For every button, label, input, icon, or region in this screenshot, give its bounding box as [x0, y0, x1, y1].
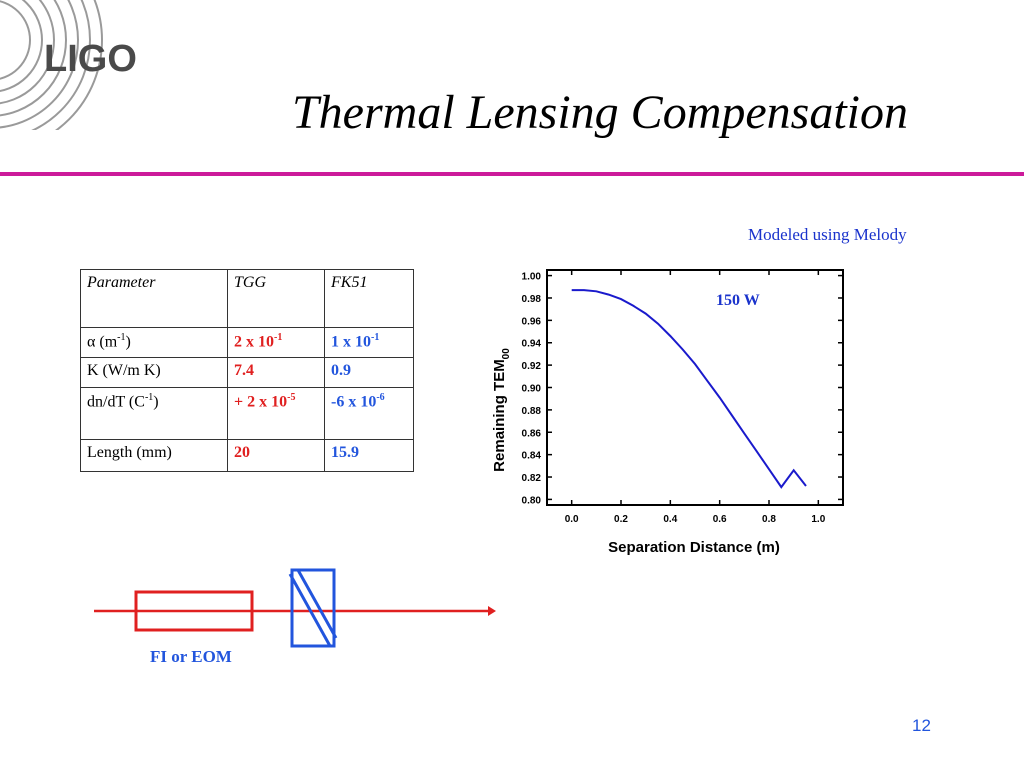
x-tick-label: 0.2: [614, 514, 628, 525]
ligo-logo: LIGO: [44, 38, 137, 80]
compensator-diagonal: [296, 569, 338, 639]
series-annotation: 150 W: [716, 292, 760, 309]
x-tick-label: 0.0: [565, 514, 579, 525]
table-cell: + 2 x 10-5: [227, 387, 325, 440]
y-tick-label: 0.94: [522, 339, 542, 350]
series-line: [571, 289, 807, 489]
y-tick-label: 1.00: [522, 272, 542, 283]
compensator-plate: [290, 568, 336, 648]
table-cell: -6 x 10-6: [324, 387, 414, 440]
title-divider: [0, 172, 1024, 176]
table-header-cell: Parameter: [80, 269, 228, 328]
tem00-chart: 1.00 0.98 0.96 0.94 0.92 0.90 0.88 0.86 0.84 0.82…: [491, 269, 844, 556]
ligo-logo-arcs: [0, 0, 103, 130]
table-row: dn/dT (C-1) + 2 x 10-5 -6 x 10-6: [80, 387, 414, 440]
x-tick-label: 0.4: [663, 514, 677, 525]
fi-eom-box: [134, 590, 254, 632]
y-tick-label: 0.96: [522, 316, 542, 327]
table-cell: 20: [227, 439, 325, 472]
table-cell: α (m-1): [80, 327, 228, 358]
fi-eom-label: FI or EOM: [150, 647, 232, 666]
y-tick-label: 0.98: [522, 294, 542, 305]
table-cell: 0.9: [324, 357, 414, 388]
x-tick-label: 1.0: [811, 514, 825, 525]
beam-arrowhead: [488, 606, 496, 616]
table-cell: dn/dT (C-1): [80, 387, 228, 440]
y-tick-label: 0.80: [522, 495, 542, 506]
y-tick-label: 0.92: [522, 361, 542, 372]
model-note: Modeled using Melody: [748, 225, 907, 244]
table-cell: 2 x 10-1: [227, 327, 325, 358]
parameter-table: Parameter TGG FK51 α (m-1) 2 x 10-1 1 x …: [80, 269, 414, 472]
table-header-cell: FK51: [324, 269, 414, 328]
table-row: Length (mm) 20 15.9: [80, 439, 414, 472]
y-tick-label: 0.88: [522, 406, 542, 417]
plot-frame: [546, 269, 844, 506]
table-cell: Length (mm): [80, 439, 228, 472]
table-cell: K (W/m K): [80, 357, 228, 388]
table-row: K (W/m K) 7.4 0.9: [80, 357, 414, 388]
table-cell: 15.9: [324, 439, 414, 472]
page-number: 12: [912, 716, 931, 735]
y-tick-label: 0.86: [522, 428, 542, 439]
x-tick-label: 0.8: [762, 514, 776, 525]
table-cell: 7.4: [227, 357, 325, 388]
y-tick-label: 0.90: [522, 384, 542, 395]
y-tick-label: 0.82: [522, 473, 542, 484]
x-tick-label: 0.6: [713, 514, 727, 525]
table-cell: 1 x 10-1: [324, 327, 414, 358]
compensator-diagonal: [288, 573, 332, 647]
y-axis-label: Remaining TEM00: [491, 348, 512, 472]
optical-diagram: [94, 568, 496, 648]
y-tick-label: 0.84: [522, 451, 542, 462]
table-header-cell: TGG: [227, 269, 325, 328]
table-header-row: Parameter TGG FK51: [80, 269, 414, 328]
table-row: α (m-1) 2 x 10-1 1 x 10-1: [80, 327, 414, 358]
x-axis-label: Separation Distance (m): [608, 539, 780, 556]
slide-title: Thermal Lensing Compensation: [291, 86, 909, 139]
